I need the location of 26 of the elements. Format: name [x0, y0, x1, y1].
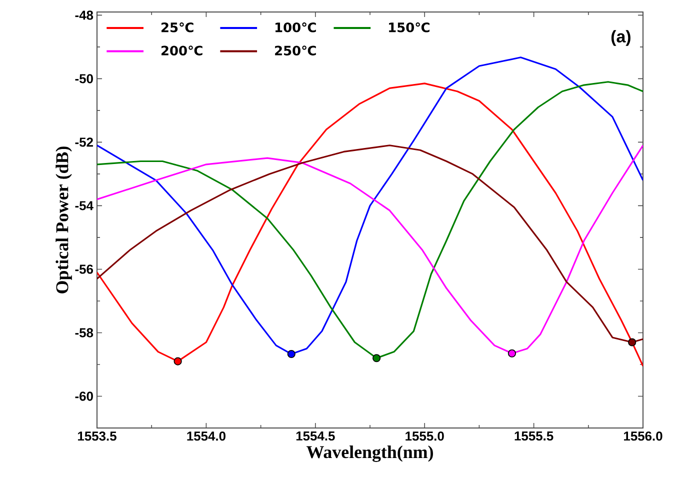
y-tick-label: -52	[75, 138, 93, 147]
y-tick-label: -56	[75, 264, 94, 274]
y-tick-label: -60	[75, 392, 93, 401]
x-axis-title: Wavelength(nm)	[306, 446, 433, 462]
legend-label: 200℃	[162, 46, 202, 56]
legend-label: 250℃	[275, 46, 316, 56]
legend-label: 150℃	[389, 22, 430, 32]
x-tick-label: 1554.0	[187, 432, 226, 441]
legend-label: 25℃	[162, 22, 194, 32]
x-tick-label: 1553.5	[78, 432, 116, 441]
point	[508, 349, 516, 358]
y-tick-label: -50	[75, 74, 93, 84]
y-tick-label: -48	[75, 10, 94, 20]
y-tick-label: -54	[75, 201, 94, 210]
y-tick-label: -58	[75, 328, 94, 338]
point	[372, 354, 381, 362]
y-axis-title: Optical Power (dB)	[56, 146, 72, 294]
x-tick-label: 1554.5	[296, 432, 335, 441]
legend-label: 100℃	[275, 22, 316, 32]
point	[287, 350, 296, 358]
x-tick-label: 1555.0	[406, 432, 444, 441]
point	[174, 357, 182, 366]
annotation: (a)	[611, 30, 630, 46]
x-tick-label: 1555.5	[514, 432, 554, 441]
point	[628, 338, 636, 346]
x-tick-label: 1556.0	[624, 432, 662, 441]
